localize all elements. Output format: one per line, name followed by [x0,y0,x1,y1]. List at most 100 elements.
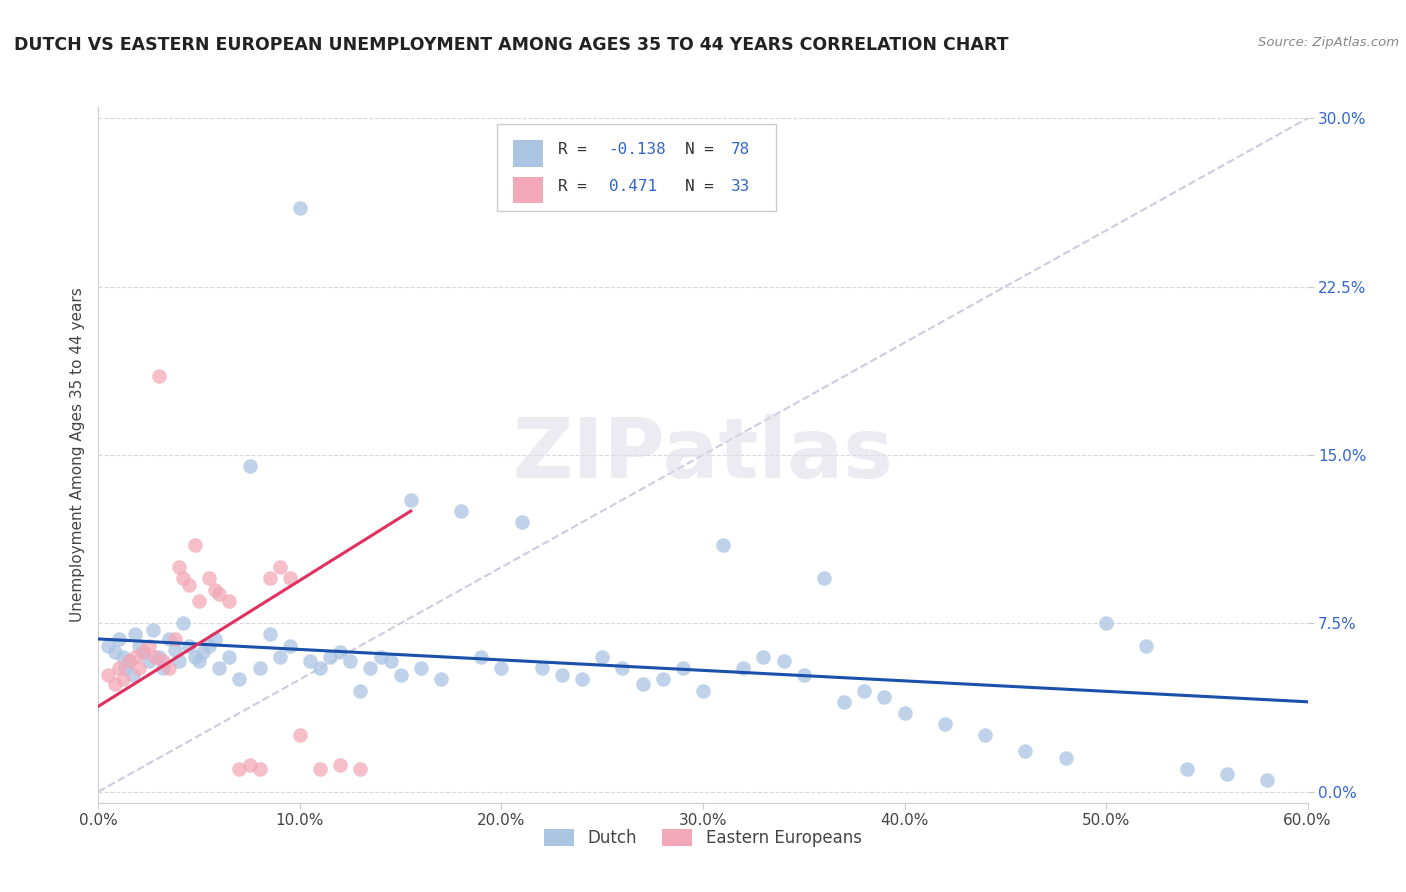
Point [309,661,332,675]
Point [772,654,794,668]
Point [157,632,180,646]
Text: N =: N = [685,178,723,194]
Point [651,673,673,687]
Point [551,668,574,682]
Point [832,695,855,709]
Point [934,717,956,731]
Point [124,649,146,664]
Point [121,668,143,682]
Point [152,661,174,675]
FancyBboxPatch shape [513,140,543,167]
Point [591,649,613,664]
Text: DUTCH VS EASTERN EUROPEAN UNEMPLOYMENT AMONG AGES 35 TO 44 YEARS CORRELATION CHA: DUTCH VS EASTERN EUROPEAN UNEMPLOYMENT A… [14,36,1008,54]
Point [389,668,412,682]
Point [269,560,291,574]
Point [813,571,835,585]
Point [672,661,695,675]
Point [132,645,155,659]
Point [530,661,553,675]
Point [1216,766,1239,780]
Point [97,639,120,653]
Point [571,673,593,687]
Point [118,654,141,668]
Point [103,645,125,659]
Point [299,654,322,668]
Point [711,538,734,552]
Point [259,571,281,585]
Point [1054,751,1077,765]
Point [1135,639,1157,653]
Point [204,582,226,597]
Point [228,673,250,687]
Point [752,649,775,664]
Point [143,649,166,664]
Text: N =: N = [685,142,723,157]
Point [188,594,211,608]
Point [132,645,155,659]
Point [193,645,215,659]
FancyBboxPatch shape [513,177,543,203]
Point [450,504,472,518]
Point [204,632,226,646]
Point [118,654,141,668]
Point [208,661,231,675]
Point [107,661,129,675]
Point [111,673,134,687]
Point [218,649,240,664]
Point [152,654,174,668]
Point [167,654,190,668]
Y-axis label: Unemployment Among Ages 35 to 44 years: Unemployment Among Ages 35 to 44 years [69,287,84,623]
Point [128,639,150,653]
FancyBboxPatch shape [498,124,776,211]
Point [111,649,134,664]
Text: R =: R = [558,142,596,157]
Point [399,492,422,507]
Point [631,677,654,691]
Point [239,757,262,772]
Point [1014,744,1036,758]
Text: Source: ZipAtlas.com: Source: ZipAtlas.com [1258,36,1399,49]
Point [793,668,815,682]
Point [278,571,301,585]
Point [239,459,262,474]
Point [228,762,250,776]
Text: ZIPatlas: ZIPatlas [513,415,893,495]
Point [138,639,160,653]
Point [349,762,371,776]
Point [184,538,207,552]
Point [510,515,533,529]
Point [142,623,165,637]
Point [1095,616,1118,631]
Point [1175,762,1198,776]
Text: 0.471: 0.471 [609,178,657,194]
Point [349,683,371,698]
Point [409,661,432,675]
Text: R =: R = [558,178,596,194]
Point [163,632,186,646]
Text: 33: 33 [731,178,749,194]
Point [1256,773,1278,788]
Point [278,639,301,653]
Legend: Dutch, Eastern Europeans: Dutch, Eastern Europeans [537,822,869,854]
Point [107,632,129,646]
Text: 78: 78 [731,142,749,157]
Point [491,661,513,675]
Point [329,645,352,659]
Point [692,683,714,698]
Point [208,587,231,601]
Point [733,661,755,675]
Point [114,661,136,675]
Point [269,649,291,664]
Point [179,578,201,592]
Point [329,757,352,772]
Point [188,654,211,668]
Point [853,683,876,698]
Point [370,649,392,664]
Point [138,654,160,668]
Point [974,729,997,743]
Point [873,690,896,705]
Point [360,661,382,675]
Point [184,649,207,664]
Point [612,661,634,675]
Point [259,627,281,641]
